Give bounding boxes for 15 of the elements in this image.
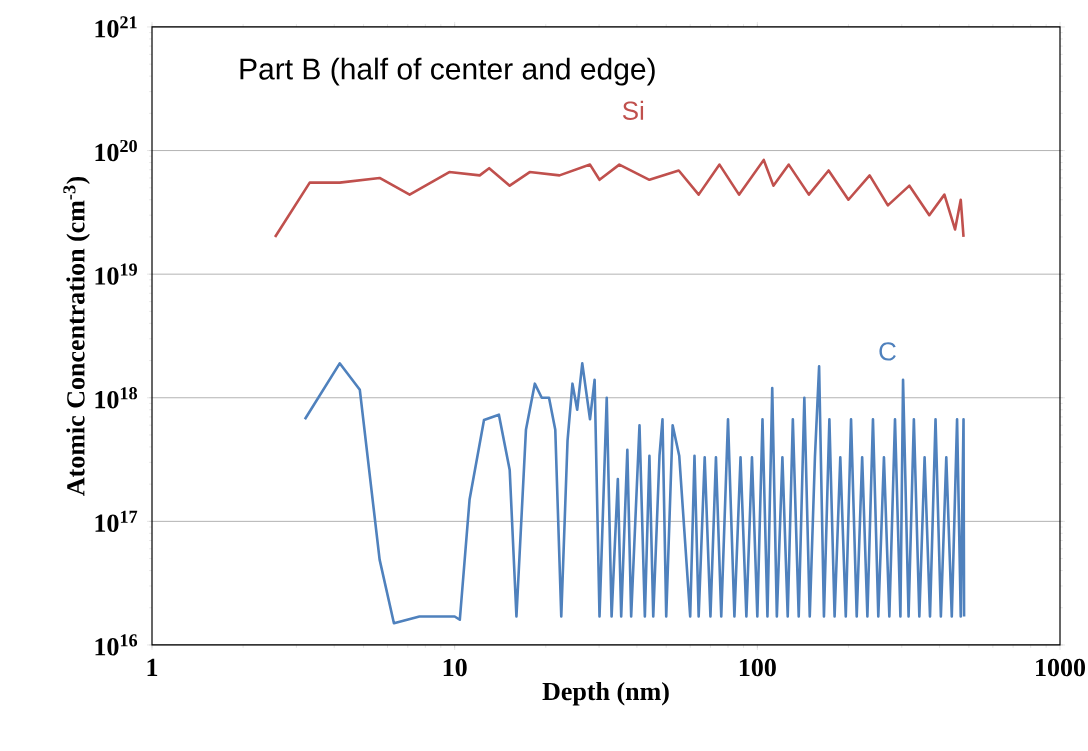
y-tick-label: 10$^{21}$ — [95, 16, 137, 38]
x-axis-title: Depth (nm) — [542, 681, 669, 706]
x-tick-label: 100 — [739, 658, 776, 677]
y-tick-label: 10$^{17}$ — [95, 510, 138, 533]
y-tick-label: 10$^{20}$ — [95, 139, 137, 162]
y-axis-title: Atomic Concentration (cm$^{-3}$) — [63, 176, 90, 496]
series-label: C — [879, 342, 896, 361]
text: Part B (half of center and edge) — [240, 57, 655, 86]
x-tick-label: 10 — [443, 658, 467, 677]
x-tick-label: 1000 — [1036, 658, 1086, 677]
series-label: Si — [622, 100, 644, 120]
y-tick-label: 10$^{19}$ — [95, 263, 137, 285]
x-tick-label: 1 — [147, 658, 158, 676]
y-tick-label: 10$^{16}$ — [95, 634, 138, 656]
y-tick-label: 10$^{18}$ — [95, 387, 138, 409]
